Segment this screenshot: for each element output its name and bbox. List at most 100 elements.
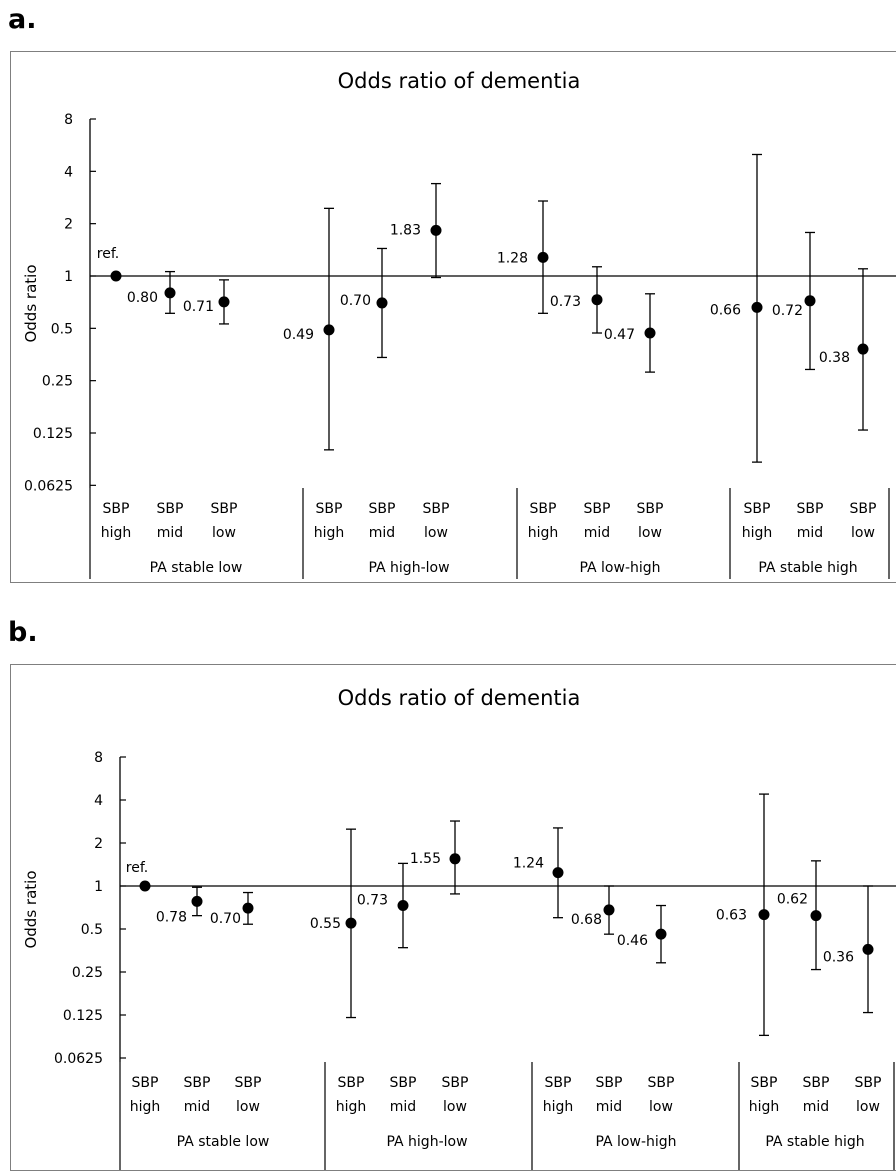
subgroup-label-line1: SBP	[850, 501, 877, 517]
data-label: 0.73	[550, 294, 581, 310]
data-label: 0.66	[710, 302, 741, 318]
subgroup-label-line2: high	[336, 1099, 367, 1115]
data-label: 0.80	[127, 290, 158, 306]
data-label: 0.55	[310, 916, 341, 932]
y-tick-label: 0.5	[51, 321, 73, 337]
data-point	[645, 328, 656, 339]
subgroup-label-line2: low	[443, 1099, 467, 1115]
subgroup-label-line1: SBP	[316, 501, 343, 517]
data-label: 0.70	[210, 911, 241, 927]
y-tick-label: 4	[64, 164, 73, 180]
data-point	[759, 909, 770, 920]
chart-title: Odds ratio of dementia	[338, 686, 581, 710]
y-tick-label: 1	[94, 879, 103, 895]
subgroup-label-line1: SBP	[157, 501, 184, 517]
data-point	[450, 853, 461, 864]
data-label: 0.38	[819, 350, 850, 366]
subgroup-label-line1: SBP	[596, 1075, 623, 1091]
data-label: 0.71	[183, 299, 214, 315]
data-point	[431, 225, 442, 236]
subgroup-label-line2: mid	[390, 1099, 416, 1115]
y-tick-label: 4	[94, 793, 103, 809]
data-label: 0.78	[156, 909, 187, 925]
data-point	[805, 295, 816, 306]
panel-letter-b: b.	[8, 617, 38, 648]
y-tick-label: 0.25	[42, 374, 73, 390]
chart-title: Odds ratio of dementia	[338, 69, 581, 93]
y-tick-label: 2	[94, 836, 103, 852]
subgroup-label-line1: SBP	[103, 501, 130, 517]
subgroup-label-line1: SBP	[855, 1075, 882, 1091]
data-point	[811, 910, 822, 921]
data-point	[140, 881, 151, 892]
subgroup-label-line2: high	[528, 525, 559, 541]
data-label: 0.73	[357, 893, 388, 909]
y-tick-label: 0.25	[72, 965, 103, 981]
subgroup-label-line2: mid	[369, 525, 395, 541]
subgroup-label-line2: mid	[803, 1099, 829, 1115]
subgroup-label-line1: SBP	[803, 1075, 830, 1091]
group-label: PA stable low	[150, 560, 243, 576]
y-axis-title: Odds ratio	[22, 264, 40, 342]
subgroup-label-line1: SBP	[648, 1075, 675, 1091]
subgroup-label-line2: low	[649, 1099, 673, 1115]
data-point	[858, 344, 869, 355]
group-label: PA high-low	[368, 560, 449, 576]
subgroup-label-line2: high	[130, 1099, 161, 1115]
data-label: 1.28	[497, 250, 528, 266]
y-tick-label: 0.125	[63, 1008, 103, 1024]
subgroup-label-line2: high	[749, 1099, 780, 1115]
y-axis-title: Odds ratio	[22, 870, 40, 948]
subgroup-label-line2: high	[314, 525, 345, 541]
data-point	[752, 302, 763, 313]
subgroup-label-line1: SBP	[423, 501, 450, 517]
group-label: PA stable low	[177, 1134, 270, 1150]
data-point	[111, 271, 122, 282]
data-label: 0.47	[604, 327, 635, 343]
data-point	[592, 294, 603, 305]
data-point	[219, 296, 230, 307]
group-label: PA stable high	[758, 560, 857, 576]
subgroup-label-line2: low	[856, 1099, 880, 1115]
data-label: 1.55	[410, 851, 441, 867]
data-label: ref.	[97, 246, 119, 262]
subgroup-label-line1: SBP	[235, 1075, 262, 1091]
subgroup-label-line2: mid	[797, 525, 823, 541]
y-tick-label: 0.0625	[54, 1051, 103, 1067]
subgroup-label-line1: SBP	[744, 501, 771, 517]
data-label: 0.62	[777, 892, 808, 908]
group-label: PA low-high	[595, 1134, 676, 1150]
subgroup-label-line1: SBP	[184, 1075, 211, 1091]
panel-letter-a: a.	[8, 4, 36, 35]
y-tick-label: 0.0625	[24, 478, 73, 494]
data-point	[863, 944, 874, 955]
subgroup-label-line1: SBP	[369, 501, 396, 517]
y-tick-label: 0.5	[81, 922, 103, 938]
y-tick-label: 2	[64, 217, 73, 233]
y-tick-label: 0.125	[33, 426, 73, 442]
group-label: PA high-low	[386, 1134, 467, 1150]
chart-panel-b: Odds ratio of dementia84210.50.250.1250.…	[0, 662, 896, 1172]
subgroup-label-line2: high	[543, 1099, 574, 1115]
subgroup-label-line1: SBP	[132, 1075, 159, 1091]
data-point	[192, 896, 203, 907]
subgroup-label-line1: SBP	[211, 501, 238, 517]
subgroup-label-line2: mid	[184, 1099, 210, 1115]
data-label: 0.36	[823, 949, 854, 965]
subgroup-label-line1: SBP	[530, 501, 557, 517]
subgroup-label-line2: low	[851, 525, 875, 541]
data-point	[346, 918, 357, 929]
data-point	[165, 287, 176, 298]
subgroup-label-line1: SBP	[637, 501, 664, 517]
data-point	[553, 867, 564, 878]
group-label: PA stable high	[765, 1134, 864, 1150]
data-point	[243, 903, 254, 914]
subgroup-label-line2: mid	[596, 1099, 622, 1115]
subgroup-label-line2: mid	[584, 525, 610, 541]
subgroup-label-line1: SBP	[338, 1075, 365, 1091]
data-label: 0.63	[716, 908, 747, 924]
data-label: 1.24	[513, 856, 544, 872]
group-label: PA low-high	[579, 560, 660, 576]
subgroup-label-line2: low	[212, 525, 236, 541]
subgroup-label-line2: high	[742, 525, 773, 541]
